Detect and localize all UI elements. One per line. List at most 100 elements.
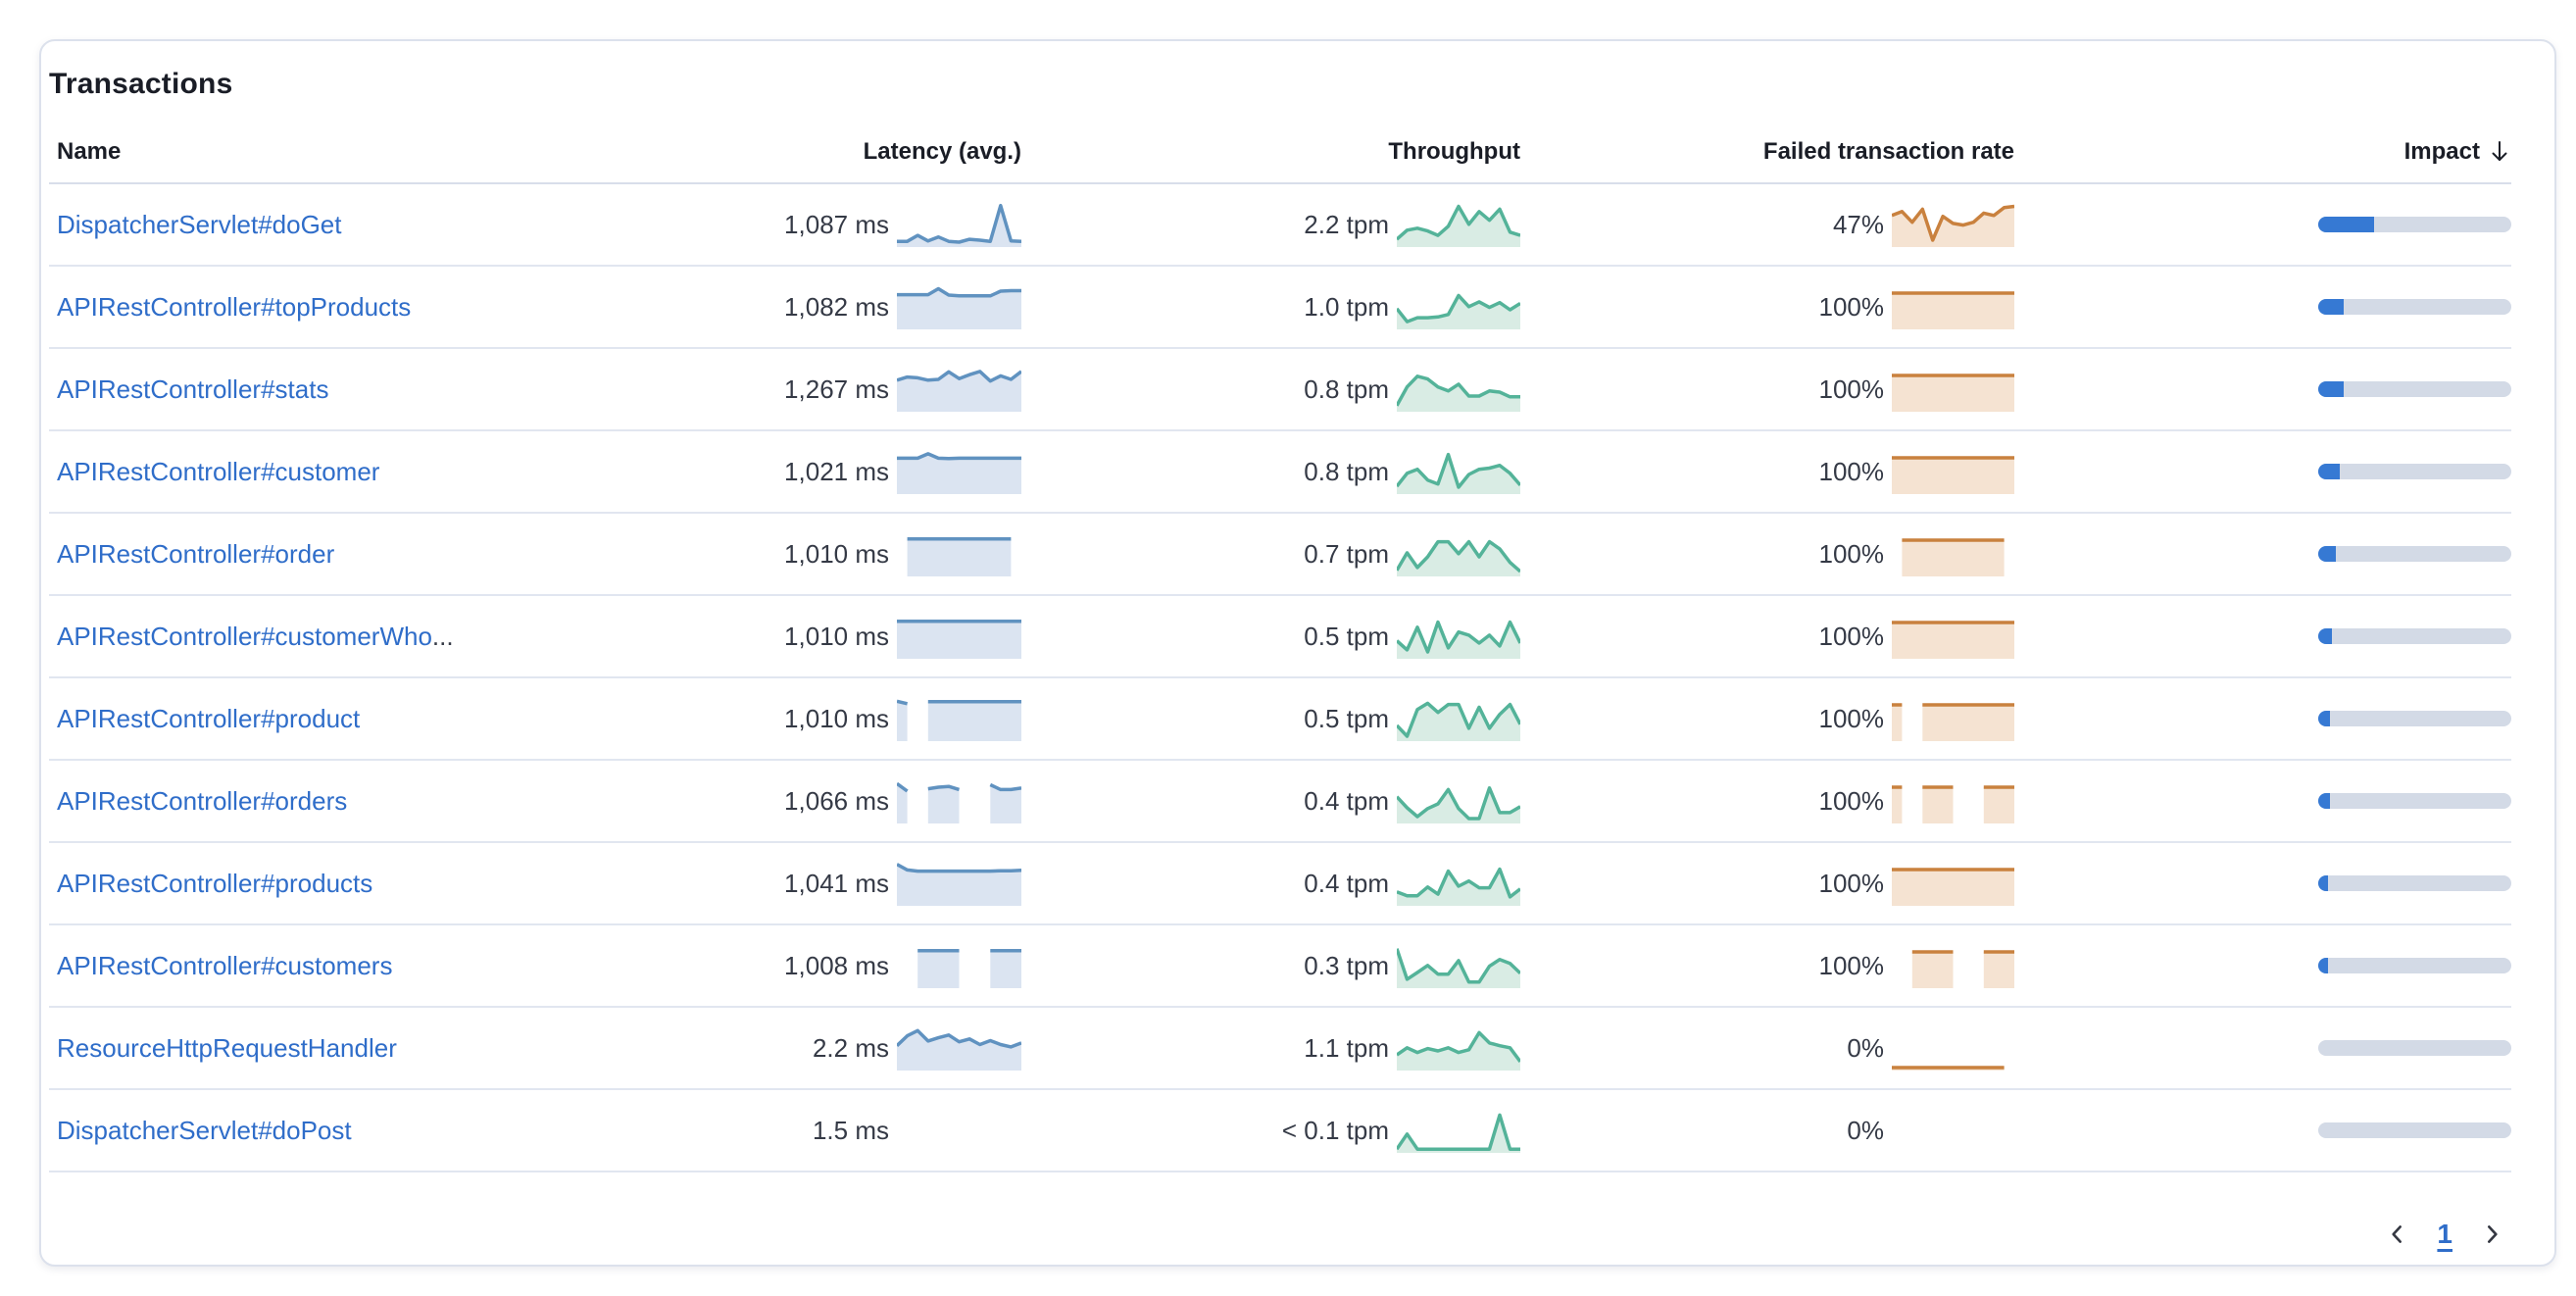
transaction-name-cell: APIRestController#customers — [49, 951, 732, 981]
transaction-link[interactable]: APIRestController#customer — [57, 456, 380, 486]
throughput-value: 0.7 tpm — [1304, 538, 1389, 569]
previous-page-button[interactable] — [2378, 1215, 2417, 1254]
failed-rate-value: 100% — [1818, 456, 1885, 486]
table-row: APIRestController#customers 1,008 ms 0.3 t… — [49, 925, 2511, 1008]
throughput-sparkline — [1397, 701, 1520, 741]
failed-rate-value: 100% — [1818, 785, 1885, 816]
transaction-name-cell: APIRestController#orders — [49, 786, 732, 817]
transaction-link[interactable]: APIRestController#order — [57, 538, 335, 569]
failed-rate-sparkline — [1892, 456, 2014, 494]
latency-value: 1.5 ms — [812, 1115, 889, 1145]
throughput-value: 0.8 tpm — [1304, 374, 1389, 404]
transaction-link[interactable]: APIRestController#customerWho — [57, 621, 432, 651]
failed-rate-sparkline — [1911, 950, 2014, 988]
transaction-name-cell: APIRestController#product — [49, 704, 732, 734]
table-row: APIRestController#products 1,041 ms 0.4 tp… — [49, 843, 2511, 925]
transaction-name-cell: APIRestController#customerWho... — [49, 622, 732, 652]
throughput-sparkline — [1397, 1030, 1520, 1071]
latency-sparkline — [897, 370, 1021, 412]
truncation-ellipsis: ... — [431, 621, 454, 651]
failed-rate-value: 100% — [1818, 291, 1885, 322]
impact-bar-fill — [2318, 464, 2340, 479]
impact-bar — [2318, 711, 2511, 726]
impact-bar — [2318, 958, 2511, 973]
table-row: APIRestController#orders 1,066 ms 0.4 tpm 1… — [49, 761, 2511, 843]
latency-sparkline — [917, 949, 1021, 988]
latency-sparkline — [897, 699, 1021, 741]
impact-bar — [2318, 464, 2511, 479]
throughput-value: 0.5 tpm — [1304, 621, 1389, 651]
throughput-value: 0.4 tpm — [1304, 785, 1389, 816]
latency-value: 1,010 ms — [784, 703, 889, 733]
page-number-1[interactable]: 1 — [2437, 1219, 2452, 1249]
column-header-latency[interactable]: Latency (avg.) — [863, 138, 1021, 165]
latency-sparkline — [897, 452, 1021, 494]
throughput-sparkline — [1397, 1113, 1520, 1153]
impact-bar-fill — [2318, 958, 2328, 973]
transaction-link[interactable]: APIRestController#product — [57, 703, 361, 733]
impact-bar-fill — [2318, 217, 2375, 232]
failed-rate-value: 0% — [1847, 1115, 1884, 1145]
latency-sparkline — [897, 203, 1021, 247]
impact-bar-fill — [2318, 381, 2344, 397]
impact-bar — [2318, 299, 2511, 315]
table-row: APIRestController#topProducts 1,082 ms 1.0… — [49, 267, 2511, 349]
latency-value: 1,010 ms — [784, 538, 889, 569]
latency-value: 1,010 ms — [784, 621, 889, 651]
panel-title: Transactions — [49, 68, 233, 100]
impact-bar-fill — [2318, 546, 2336, 562]
transaction-link[interactable]: APIRestController#orders — [57, 785, 348, 816]
latency-value: 1,008 ms — [784, 950, 889, 980]
impact-bar — [2318, 628, 2511, 644]
failed-rate-value: 100% — [1818, 374, 1885, 404]
latency-value: 2.2 ms — [812, 1032, 889, 1063]
failed-rate-sparkline — [1902, 538, 2005, 576]
transaction-link[interactable]: DispatcherServlet#doPost — [57, 1115, 352, 1145]
throughput-sparkline — [1397, 867, 1520, 906]
latency-sparkline — [897, 1108, 1021, 1153]
failed-rate-sparkline — [1892, 785, 2014, 823]
transaction-link[interactable]: APIRestController#topProducts — [57, 291, 412, 322]
transaction-link[interactable]: APIRestController#stats — [57, 374, 329, 404]
transaction-name-cell: APIRestController#products — [49, 869, 732, 899]
latency-value: 1,041 ms — [784, 868, 889, 898]
throughput-sparkline — [1397, 786, 1520, 823]
throughput-sparkline — [1397, 539, 1520, 576]
failed-rate-value: 47% — [1832, 209, 1884, 239]
impact-bar-fill — [2318, 628, 2332, 644]
failed-rate-sparkline — [1892, 204, 2014, 247]
transactions-panel: Transactions Name Latency (avg.) Through… — [39, 39, 2556, 1267]
failed-rate-value: 100% — [1818, 621, 1885, 651]
column-header-failed-rate[interactable]: Failed transaction rate — [1762, 138, 2014, 165]
column-header-throughput[interactable]: Throughput — [1388, 138, 1520, 165]
throughput-sparkline — [1397, 204, 1520, 247]
failed-rate-sparkline — [1892, 1066, 2005, 1071]
latency-sparkline — [907, 537, 1012, 576]
transaction-link[interactable]: APIRestController#products — [57, 868, 373, 898]
transaction-link[interactable]: DispatcherServlet#doGet — [57, 209, 342, 239]
failed-rate-value: 100% — [1818, 538, 1885, 569]
throughput-sparkline — [1397, 620, 1520, 659]
transaction-name-cell: APIRestController#topProducts — [49, 292, 732, 323]
failed-rate-sparkline — [1892, 374, 2014, 412]
table-body: DispatcherServlet#doGet 1,087 ms 2.2 tpm 47… — [49, 184, 2511, 1172]
transaction-name-cell: ResourceHttpRequestHandler — [49, 1033, 732, 1064]
column-header-impact-label: Impact — [2403, 138, 2480, 165]
sort-desc-icon — [2488, 139, 2511, 165]
latency-value: 1,021 ms — [784, 456, 889, 486]
latency-value: 1,087 ms — [784, 209, 889, 239]
transaction-link[interactable]: APIRestController#customers — [57, 950, 393, 980]
latency-sparkline — [897, 1028, 1021, 1071]
pagination: 1 — [49, 1172, 2511, 1296]
latency-sparkline — [897, 620, 1021, 659]
failed-rate-value: 0% — [1847, 1032, 1884, 1063]
column-header-impact[interactable]: Impact — [2404, 138, 2511, 166]
transaction-link[interactable]: ResourceHttpRequestHandler — [57, 1032, 397, 1063]
impact-bar-fill — [2318, 793, 2330, 809]
chevron-left-icon — [2385, 1221, 2410, 1247]
next-page-button[interactable] — [2472, 1215, 2511, 1254]
table-row: APIRestController#product 1,010 ms 0.5 tpm… — [49, 678, 2511, 761]
column-header-name[interactable]: Name — [57, 138, 122, 165]
transaction-name-cell: APIRestController#customer — [49, 457, 732, 487]
failed-rate-sparkline — [1892, 868, 2014, 906]
